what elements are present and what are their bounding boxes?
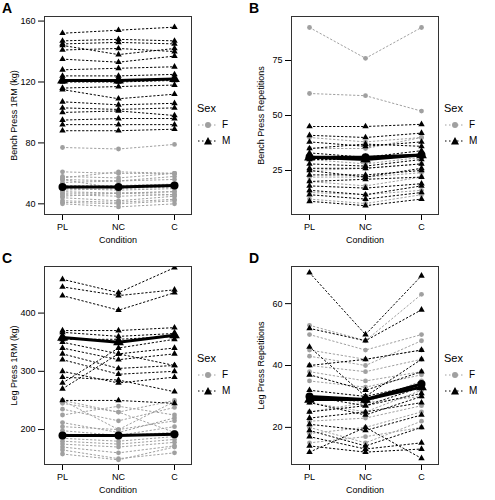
svg-text:Bench Press Repetitions: Bench Press Repetitions	[256, 66, 266, 165]
svg-text:NC: NC	[359, 472, 372, 482]
svg-text:PL: PL	[57, 472, 68, 482]
svg-text:40: 40	[25, 199, 35, 209]
html-text:F: F	[222, 119, 229, 130]
svg-text:160: 160	[20, 16, 35, 26]
svg-text:C: C	[171, 222, 178, 232]
html-text:Sex: Sex	[197, 101, 216, 114]
html-text:M: M	[469, 135, 478, 146]
svg-text:PL: PL	[304, 222, 315, 232]
svg-text:300: 300	[20, 366, 35, 376]
svg-text:Condition: Condition	[99, 485, 137, 495]
svg-text:120: 120	[20, 77, 35, 87]
svg-text:50: 50	[272, 110, 282, 120]
svg-text:NC: NC	[359, 222, 372, 232]
svg-text:C: C	[418, 222, 425, 232]
svg-text:40: 40	[272, 360, 282, 370]
svg-text:25: 25	[272, 165, 282, 175]
svg-text:C: C	[171, 472, 178, 482]
svg-text:PL: PL	[57, 222, 68, 232]
svg-text:PL: PL	[304, 472, 315, 482]
svg-text:NC: NC	[112, 222, 125, 232]
html-text:D: D	[249, 250, 260, 266]
html-text:M: M	[222, 135, 231, 146]
svg-text:Condition: Condition	[99, 235, 137, 245]
svg-text:20: 20	[272, 422, 282, 432]
svg-text:Bench Press 1RM (kg): Bench Press 1RM (kg)	[9, 70, 19, 161]
html-text:Sex: Sex	[444, 351, 463, 364]
html-text:B: B	[249, 0, 260, 16]
html-text:M: M	[469, 385, 478, 396]
svg-text:60: 60	[272, 299, 282, 309]
svg-text:400: 400	[20, 308, 35, 318]
html-text:F: F	[469, 119, 476, 130]
svg-text:75: 75	[272, 55, 282, 65]
html-text:C: C	[2, 250, 13, 266]
html-text:Sex: Sex	[444, 101, 463, 114]
svg-text:Leg Press Repetitions: Leg Press Repetitions	[256, 321, 266, 410]
svg-text:Leg Press 1RM (kg): Leg Press 1RM (kg)	[9, 325, 19, 405]
html-text:M: M	[222, 385, 231, 396]
svg-text:200: 200	[20, 424, 35, 434]
svg-text:80: 80	[25, 138, 35, 148]
svg-text:C: C	[418, 472, 425, 482]
html-text:Sex: Sex	[197, 351, 216, 364]
svg-text:Condition: Condition	[346, 235, 384, 245]
html-text:F: F	[222, 369, 229, 380]
html-text:F: F	[469, 369, 476, 380]
svg-text:NC: NC	[112, 472, 125, 482]
svg-text:Condition: Condition	[346, 485, 384, 495]
html-text:A: A	[2, 0, 13, 16]
